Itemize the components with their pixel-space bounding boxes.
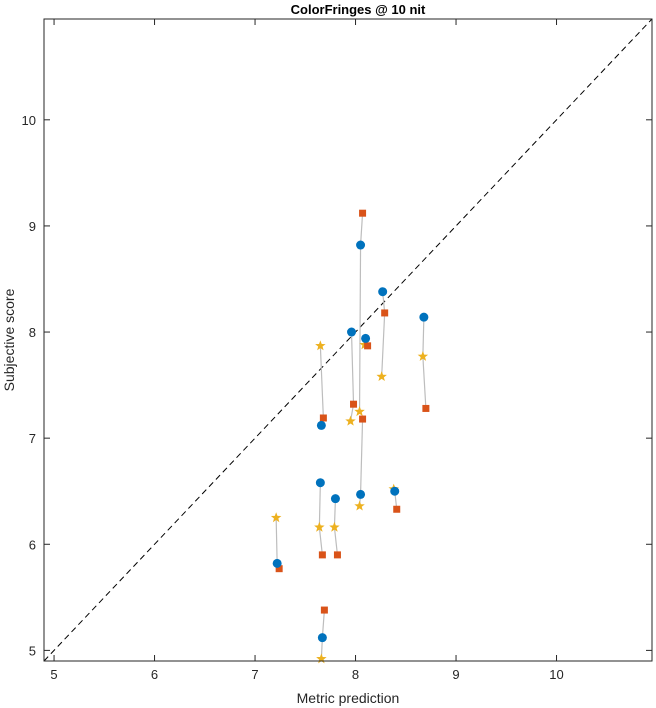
data-point-circle	[419, 312, 429, 322]
y-tick-label: 10	[22, 113, 36, 128]
x-tick-label: 7	[251, 667, 258, 682]
connector-lines	[275, 213, 427, 659]
identity-line-layer	[43, 18, 653, 662]
data-point-star	[315, 340, 326, 351]
data-point-circle	[272, 558, 282, 568]
data-point-star	[354, 406, 365, 417]
x-tick-label: 10	[549, 667, 563, 682]
connector-line	[319, 345, 324, 426]
data-point-star	[314, 521, 325, 532]
data-point-circle	[315, 478, 325, 488]
data-point-circle	[317, 633, 327, 643]
x-axis-label: Metric prediction	[297, 690, 400, 706]
data-point-square	[393, 505, 401, 513]
y-tick-label: 6	[29, 537, 36, 552]
data-point-star	[376, 371, 387, 382]
plot-frame	[43, 18, 653, 662]
data-point-square	[359, 415, 367, 423]
data-point-circle	[347, 327, 357, 337]
identity-line	[43, 18, 653, 662]
data-markers	[270, 209, 430, 664]
data-point-circle	[356, 240, 366, 250]
data-point-square	[359, 209, 367, 217]
data-point-square	[320, 606, 328, 614]
data-point-square	[275, 565, 283, 573]
y-tick-label: 8	[29, 325, 36, 340]
data-point-star	[270, 512, 282, 523]
connector-line	[349, 332, 355, 422]
data-point-star	[417, 350, 429, 361]
data-point-square	[319, 414, 327, 422]
data-point-square	[364, 342, 372, 350]
data-point-circle	[361, 333, 371, 343]
data-point-circle	[356, 489, 366, 499]
data-point-square	[350, 400, 358, 408]
x-tick-label: 5	[50, 667, 57, 682]
x-tick-label: 9	[452, 667, 459, 682]
data-point-square	[318, 551, 326, 559]
data-point-star	[354, 500, 365, 511]
data-point-circle	[378, 287, 388, 297]
data-point-star	[329, 521, 340, 532]
axis-ticks: 5 6 7 8 9 10 5 6 7 8 9 10	[22, 19, 652, 682]
connector-line	[422, 317, 427, 409]
data-point-circle	[316, 420, 326, 430]
y-axis-label: Subjective score	[1, 288, 17, 391]
y-tick-label: 9	[29, 219, 36, 234]
chart-title: ColorFringes @ 10 nit	[291, 2, 426, 17]
y-tick-label: 5	[29, 643, 36, 658]
data-point-square	[381, 309, 389, 317]
data-point-square	[422, 404, 430, 412]
y-tick-label: 7	[29, 431, 36, 446]
x-tick-label: 8	[352, 667, 359, 682]
data-point-circle	[330, 494, 340, 504]
data-point-star	[345, 415, 356, 426]
x-tick-label: 6	[151, 667, 158, 682]
data-point-square	[333, 551, 341, 559]
data-point-star	[316, 653, 327, 664]
data-point-circle	[390, 486, 400, 496]
connector-line	[318, 482, 323, 555]
